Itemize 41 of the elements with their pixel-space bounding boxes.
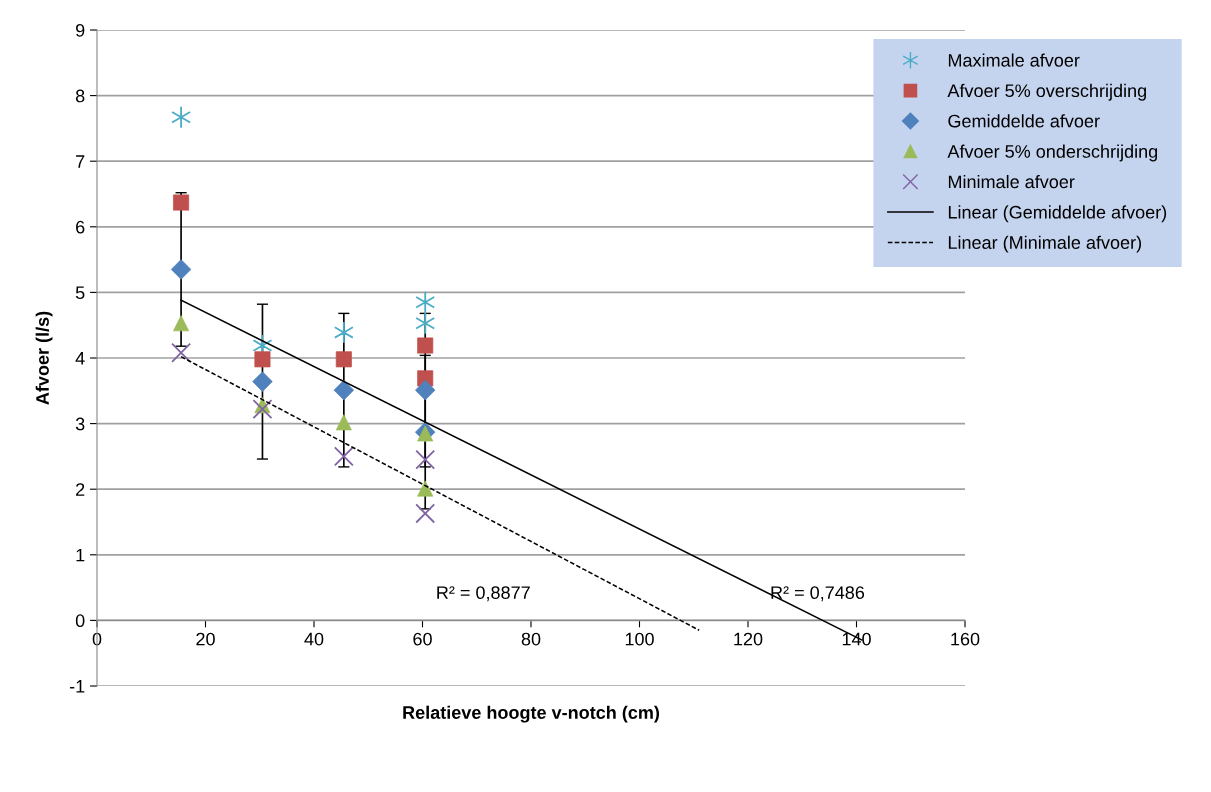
- point: [333, 321, 354, 344]
- point: [171, 105, 192, 129]
- legend-label: Linear (Gemiddelde afvoer): [948, 205, 1167, 223]
- point: [252, 399, 273, 420]
- y-tick-label: 8: [75, 89, 85, 103]
- y-tick-label: 3: [75, 417, 85, 431]
- y-tick-label: 6: [76, 220, 85, 234]
- y-tick-label: 5: [75, 286, 85, 300]
- y-tick-label: 7: [76, 155, 85, 168]
- legend-label: Minimale afvoer: [948, 174, 1075, 189]
- x-tick-label: 120: [734, 632, 763, 646]
- x-tick-label: 100: [625, 632, 654, 646]
- legend-label: Afvoer 5% onderschrijding: [947, 144, 1158, 162]
- x-tick-label: 20: [196, 632, 215, 646]
- x-tick-label: 160: [951, 632, 980, 646]
- legend-label: Afvoer 5% overschrijding: [947, 83, 1146, 101]
- annotation: R² = 0,7486: [771, 586, 865, 602]
- point: [415, 449, 436, 470]
- y-tick-label: 2: [76, 483, 85, 496]
- x-tick-label: 0: [92, 632, 102, 646]
- point: [171, 342, 192, 363]
- point: [333, 446, 354, 467]
- legend-label: Gemiddelde afvoer: [948, 114, 1100, 128]
- y-tick-label: 0: [75, 614, 85, 628]
- y-tick-label: -1: [69, 680, 85, 693]
- point: [415, 311, 436, 335]
- y-tick-label: 4: [75, 352, 85, 365]
- y-tick-label: 1: [76, 548, 85, 562]
- x-tick-label: 60: [413, 632, 432, 646]
- point: [415, 290, 436, 314]
- legend-label: Linear (Minimale afvoer): [948, 235, 1141, 253]
- annotation: R² = 0,8877: [437, 586, 530, 602]
- y-tick-label: 9: [76, 23, 85, 37]
- legend-label: Maximale afvoer: [948, 53, 1080, 67]
- point: [173, 194, 190, 211]
- y-axis-title: Afvoer (l/s): [35, 311, 53, 405]
- point: [415, 503, 436, 524]
- x-axis-title: Relatieve hoogte v-notch (cm): [403, 705, 660, 723]
- x-tick-label: 140: [842, 632, 871, 646]
- x-tick-label: 80: [521, 632, 541, 646]
- x-tick-label: 40: [304, 632, 324, 646]
